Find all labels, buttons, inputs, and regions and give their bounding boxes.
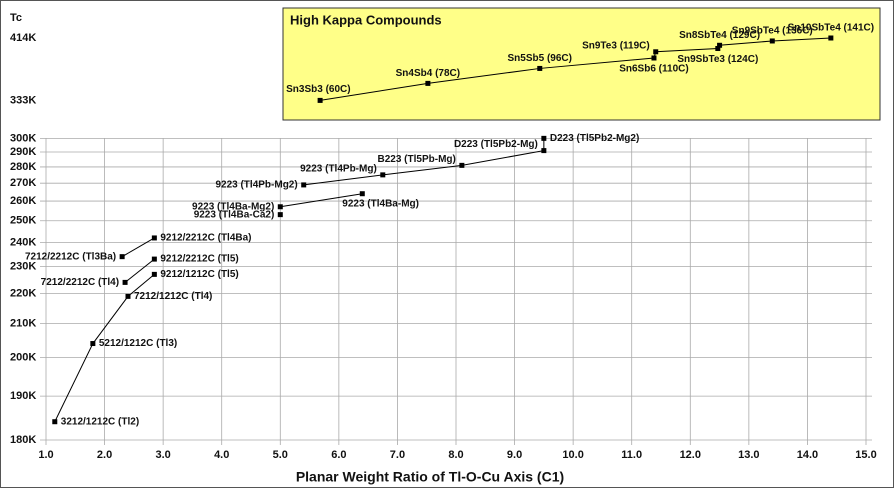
data-point <box>52 419 58 425</box>
x-tick-label: 6.0 <box>331 449 346 461</box>
series-line <box>280 193 363 208</box>
y-tick-label: 180K <box>10 434 36 446</box>
y-tick-label: 230K <box>10 261 36 273</box>
data-point <box>828 35 834 41</box>
point-label: Sn4Sb4 (78C) <box>396 68 460 79</box>
data-point <box>151 256 157 262</box>
x-tick-label: 9.0 <box>507 449 522 461</box>
point-label: 9212/2212C (Tl5) <box>160 254 238 265</box>
point-label: 9223 (Tl4Pb-Mg) <box>300 164 377 175</box>
point-label: 7212/2212C (Tl3Ba) <box>25 251 116 262</box>
series-line <box>124 258 155 283</box>
x-tick-label: 11.0 <box>621 449 642 461</box>
y-tick-label: 300K <box>10 132 36 144</box>
y-tick-label: 290K <box>10 146 36 158</box>
y-axis-title: Tc <box>10 12 22 24</box>
x-tick-label: 8.0 <box>448 449 463 461</box>
data-point <box>301 182 307 188</box>
x-tick-label: 15.0 <box>855 449 876 461</box>
point-label: 5212/1212C (Tl3) <box>99 338 177 349</box>
point-label: 9223 (Tl4Ba-Mg) <box>342 198 419 209</box>
point-label: Sn3Sb3 (60C) <box>286 84 350 95</box>
x-tick-label: 5.0 <box>273 449 288 461</box>
inset-box <box>282 7 881 121</box>
data-point <box>651 55 657 61</box>
point-label: 9212/1212C (Tl5) <box>160 269 238 280</box>
x-tick-label: 13.0 <box>738 449 759 461</box>
x-tick-label: 10.0 <box>562 449 583 461</box>
y-tick-label: 240K <box>10 236 36 248</box>
data-point <box>277 204 283 210</box>
data-point <box>425 80 431 86</box>
y-tick-label: 260K <box>10 195 36 207</box>
grid <box>40 137 872 445</box>
point-label: Sn10SbTe4 (141C) <box>788 23 875 34</box>
point-label: Sn8SbTe4 (129C) <box>679 30 760 41</box>
data-point <box>90 341 96 347</box>
data-point <box>459 162 465 168</box>
point-label: 9223 (Tl4Pb-Mg2) <box>215 180 297 191</box>
series-line <box>54 273 155 422</box>
data-point <box>541 135 547 141</box>
x-tick-label: 14.0 <box>797 449 818 461</box>
point-label: 9223 (Tl4Ba-Mg2) <box>192 201 274 212</box>
point-label: B223 (Tl5Pb-Mg) <box>378 154 456 165</box>
point-label: 3212/1212C (Tl2) <box>61 416 139 427</box>
point-label: D223 (Tl5Pb2-Mg2) <box>550 133 639 144</box>
point-label: 9223 (Tl4Ba-Ca2) <box>194 209 275 220</box>
data-point <box>537 65 543 71</box>
point-label: Sn9Te3 (119C) <box>582 40 650 51</box>
y-tick-label: 250K <box>10 215 36 227</box>
x-tick-label: 4.0 <box>214 449 229 461</box>
data-point <box>151 271 157 277</box>
series-line <box>121 237 155 258</box>
y-tick-label: 200K <box>10 352 36 364</box>
data-point <box>717 42 723 48</box>
point-label: Sn6Sb6 (110C) <box>619 64 688 75</box>
data-point <box>125 293 131 299</box>
data-point <box>317 97 323 103</box>
x-axis-title: Planar Weight Ratio of Tl-O-Cu Axis (C1) <box>296 469 564 485</box>
y-tick-label: 220K <box>10 287 36 299</box>
point-label: Sn9SbTe4 (136C) <box>732 26 813 37</box>
data-point <box>277 212 283 218</box>
point-label: 7212/2212C (Tl4) <box>41 277 119 288</box>
x-tick-label: 12.0 <box>680 449 701 461</box>
y-tick-label: 270K <box>10 177 36 189</box>
point-label: D223 (Tl5Pb2-Mg) <box>454 139 538 150</box>
point-label: Sn9SbTe3 (124C) <box>677 54 758 65</box>
inset-title: High Kappa Compounds <box>290 12 442 27</box>
y-tick-label: 280K <box>10 161 36 173</box>
data-point <box>380 172 386 178</box>
data-point <box>151 235 157 241</box>
y-tick-label: 210K <box>10 318 36 330</box>
point-label: 9212/2212C (Tl4Ba) <box>160 233 251 244</box>
y-tick-label: 414K <box>10 32 36 44</box>
data-point <box>769 38 775 44</box>
data-point <box>122 279 128 285</box>
x-tick-label: 1.0 <box>38 449 53 461</box>
point-label: 7212/1212C (Tl4) <box>134 291 212 302</box>
y-tick-label: 190K <box>10 390 36 402</box>
x-tick-label: 3.0 <box>155 449 170 461</box>
x-tick-label: 2.0 <box>97 449 112 461</box>
point-label: Sn5Sb5 (96C) <box>508 53 572 64</box>
x-tick-label: 7.0 <box>390 449 405 461</box>
data-point <box>715 45 721 51</box>
data-point <box>541 148 547 154</box>
data-point <box>359 191 365 197</box>
y-tick-label: 333K <box>10 94 36 106</box>
data-point <box>119 254 125 260</box>
data-point <box>653 49 659 55</box>
